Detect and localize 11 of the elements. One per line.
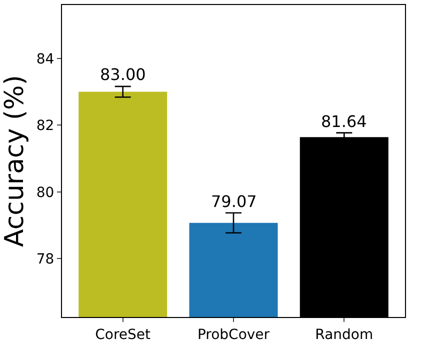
x-tick-label: ProbCover xyxy=(197,326,270,343)
data-label: 81.64 xyxy=(321,112,367,131)
y-tick-label: 78 xyxy=(36,252,54,268)
y-tick-label: 84 xyxy=(36,51,54,68)
x-tick-label: Random xyxy=(315,326,374,343)
y-tick-label: 80 xyxy=(36,184,54,201)
data-label: 83.00 xyxy=(100,65,146,84)
y-axis-title: Accuracy (%) xyxy=(0,75,30,247)
y-tick-label: 82 xyxy=(36,118,54,134)
x-tick-label: CoreSet xyxy=(95,326,152,343)
data-label: 79.07 xyxy=(211,192,257,211)
